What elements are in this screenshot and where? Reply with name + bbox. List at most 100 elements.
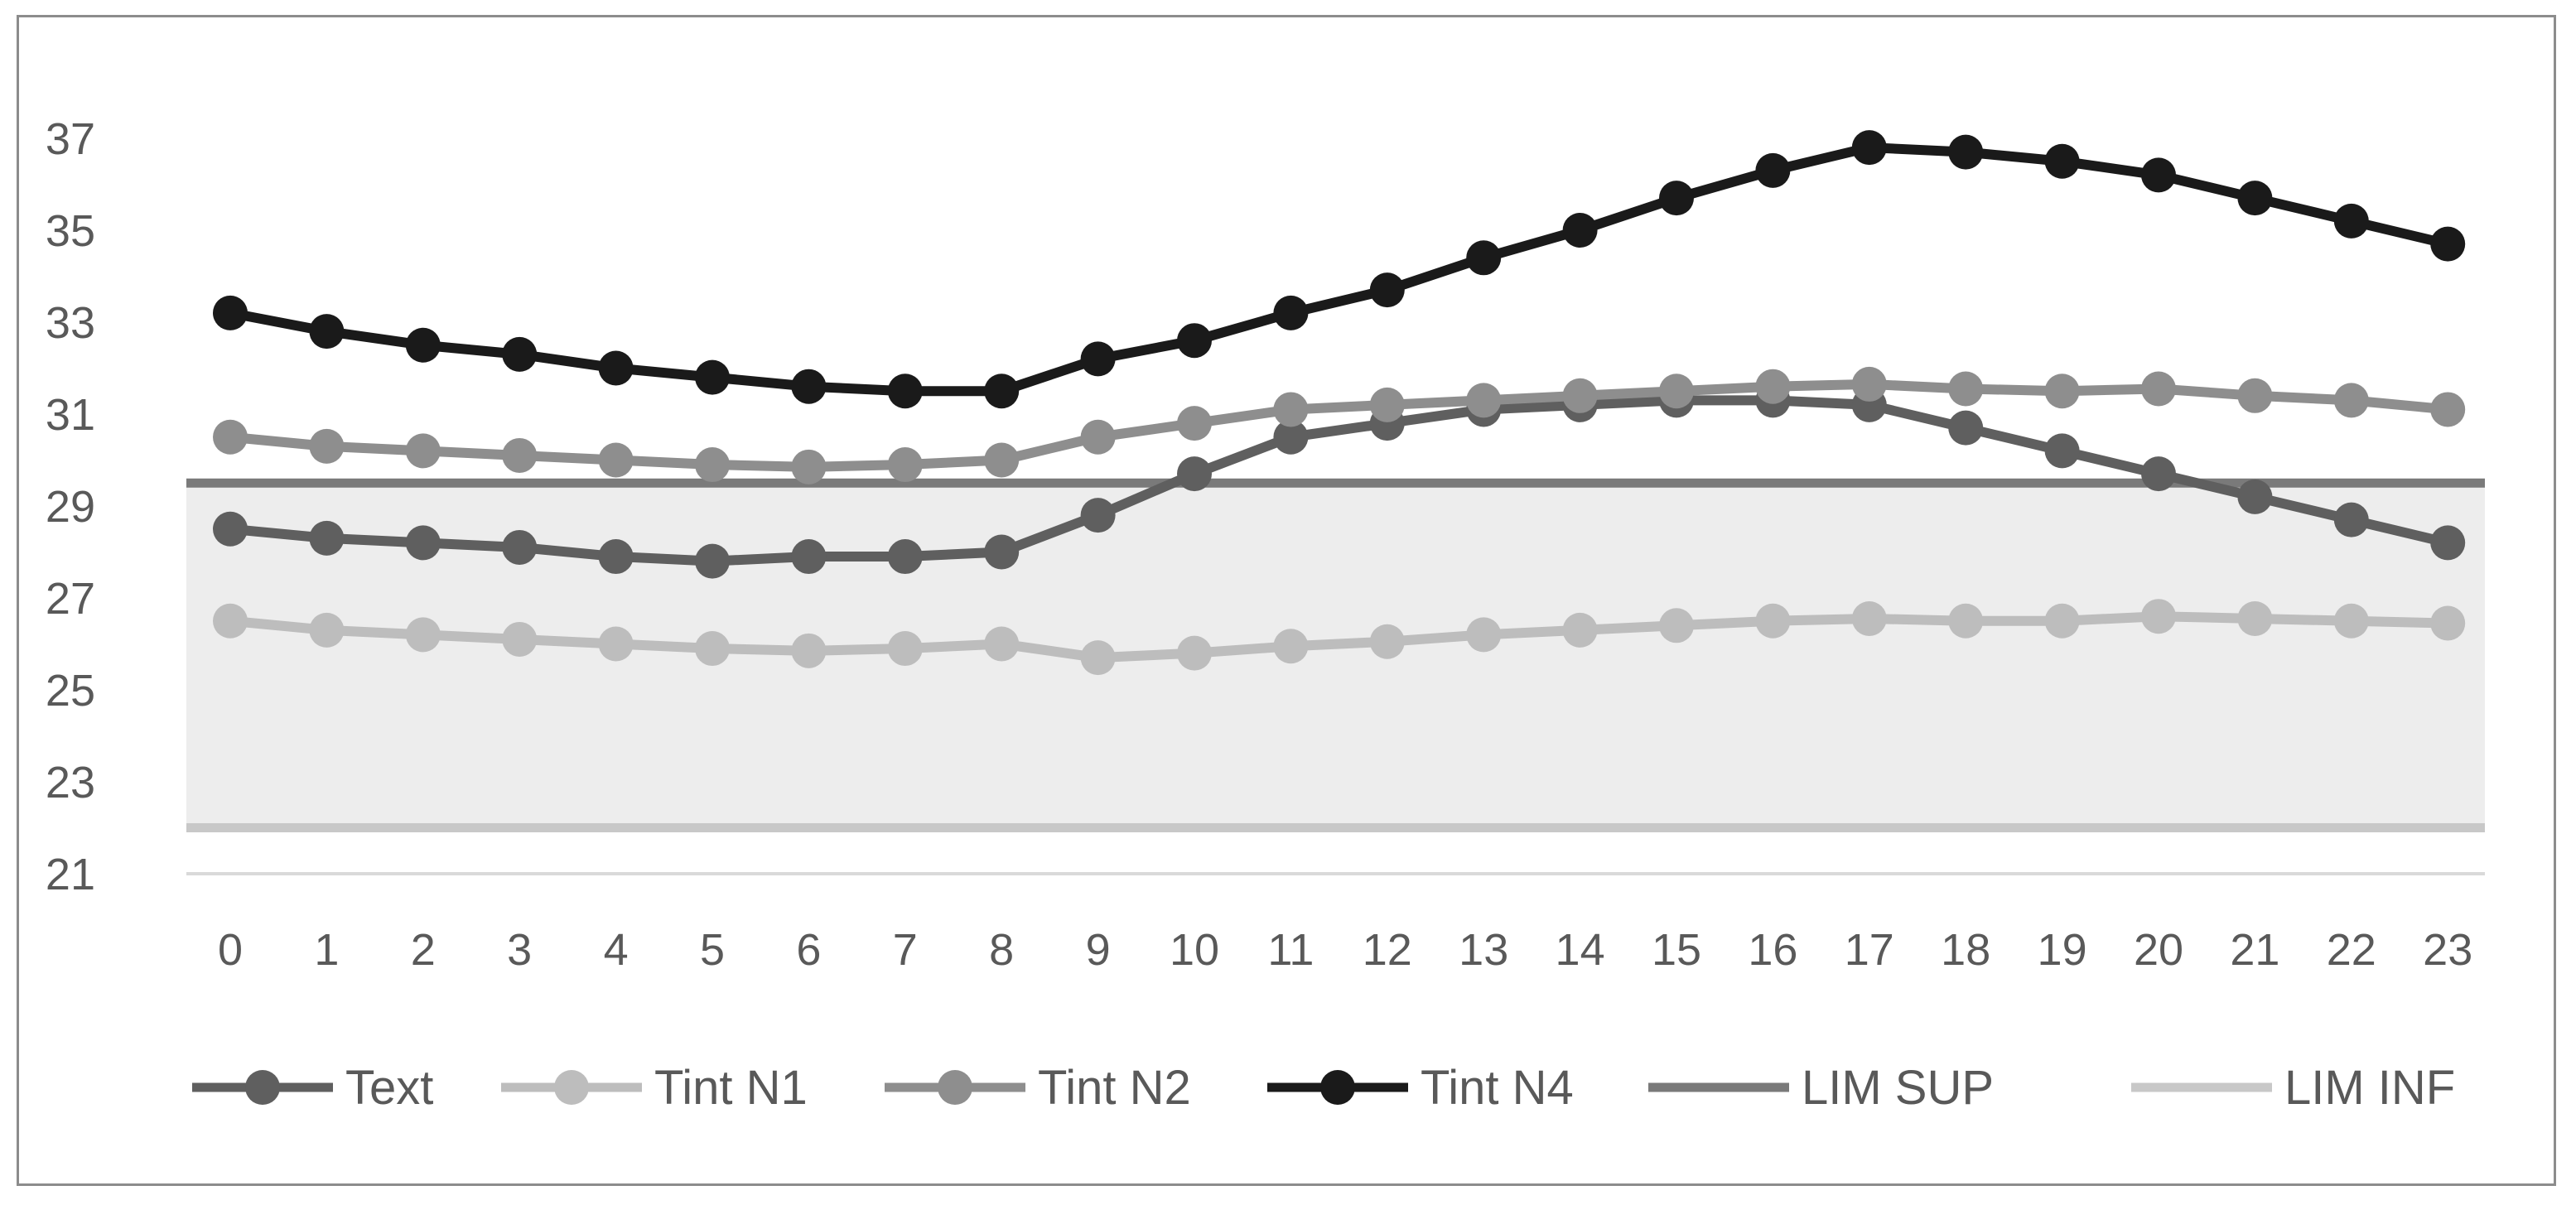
data-point-text	[2430, 525, 2466, 561]
series-tint-n2	[213, 366, 2466, 484]
y-tick-label: 27	[46, 574, 95, 624]
data-point-text	[984, 534, 1020, 570]
x-tick-label: 11	[1267, 925, 1314, 975]
data-point-tint-n4	[405, 327, 441, 363]
data-point-tint-n4	[1659, 181, 1694, 216]
data-point-tint-n2	[887, 447, 923, 483]
data-point-text	[2044, 433, 2080, 469]
legend-item-tint-n2: Tint N2	[885, 1061, 1191, 1115]
data-point-tint-n2	[2430, 392, 2466, 427]
data-point-tint-n1	[2430, 605, 2466, 641]
x-tick-label: 2	[411, 925, 436, 975]
y-axis-ticks: 21 23 25 27 29 31 33 35 37	[46, 114, 95, 899]
legend-swatch-marker	[554, 1070, 589, 1105]
data-point-tint-n2	[984, 442, 1020, 478]
data-point-text	[213, 511, 248, 547]
x-tick-label: 14	[1556, 925, 1605, 975]
data-point-tint-n4	[695, 359, 730, 395]
x-tick-label: 5	[700, 925, 725, 975]
x-axis-ticks: 0 1 2 3 4 5 6 7 8 9 10 11 12 13 14 15 16 17 18 19 20 21 22 23	[218, 925, 2472, 975]
data-point-text	[309, 520, 345, 556]
data-point-tint-n1	[1177, 635, 1212, 671]
data-point-text	[598, 539, 634, 575]
data-point-tint-n1	[598, 626, 634, 662]
legend-swatch-marker	[1320, 1070, 1355, 1105]
y-tick-label: 33	[46, 298, 95, 348]
data-point-text	[2237, 479, 2273, 514]
y-tick-label: 37	[46, 114, 95, 164]
x-tick-label: 12	[1363, 925, 1412, 975]
data-point-tint-n2	[695, 447, 730, 483]
legend-label: Tint N4	[1421, 1061, 1574, 1115]
legend-label: Tint N1	[654, 1061, 808, 1115]
data-point-text	[502, 529, 538, 565]
x-tick-label: 6	[796, 925, 821, 975]
data-point-tint-n4	[1851, 130, 1887, 166]
data-point-text	[1948, 410, 1984, 446]
data-point-tint-n1	[2141, 599, 2176, 634]
data-point-tint-n4	[2237, 181, 2273, 216]
data-point-tint-n1	[1755, 603, 1791, 639]
data-point-tint-n2	[405, 433, 441, 469]
data-point-tint-n1	[1369, 624, 1405, 659]
x-tick-label: 20	[2134, 925, 2183, 975]
data-point-tint-n4	[598, 350, 634, 386]
limit-lines	[186, 478, 2485, 832]
x-tick-label: 17	[1845, 925, 1894, 975]
x-tick-label: 0	[218, 925, 243, 975]
data-point-tint-n1	[405, 617, 441, 653]
x-tick-label: 3	[507, 925, 532, 975]
data-point-tint-n2	[2044, 374, 2080, 409]
legend: Text Tint N1 Tint N2 Tint N4 LIM SUP LIM INF	[192, 1061, 2455, 1115]
series-tint-n1	[213, 599, 2466, 676]
data-point-tint-n4	[1080, 341, 1116, 377]
comfort-band-area	[186, 483, 2485, 828]
y-tick-label: 25	[46, 666, 95, 716]
data-point-tint-n2	[1562, 378, 1598, 413]
legend-item-tint-n1: Tint N1	[501, 1061, 808, 1115]
y-tick-label: 23	[46, 758, 95, 807]
x-tick-label: 22	[2327, 925, 2376, 975]
data-point-tint-n1	[1080, 640, 1116, 676]
data-point-tint-n2	[2141, 371, 2176, 407]
legend-label: Text	[345, 1061, 433, 1115]
data-point-tint-n4	[1273, 295, 1309, 330]
data-point-tint-n1	[791, 633, 827, 668]
legend-label: LIM INF	[2284, 1061, 2455, 1115]
data-point-tint-n2	[1659, 374, 1694, 409]
data-point-text	[2333, 502, 2369, 537]
legend-item-tint-n4: Tint N4	[1267, 1061, 1574, 1115]
data-point-tint-n1	[1851, 600, 1887, 636]
data-point-tint-n2	[309, 428, 345, 464]
y-tick-label: 31	[46, 390, 95, 440]
data-point-tint-n2	[213, 419, 248, 455]
series-tint-n4	[213, 130, 2466, 409]
data-point-tint-n4	[502, 336, 538, 372]
data-point-tint-n1	[2044, 603, 2080, 639]
data-point-text	[695, 543, 730, 579]
legend-item-lim-sup: LIM SUP	[1648, 1061, 1994, 1115]
data-point-tint-n2	[2333, 383, 2369, 418]
legend-label: LIM SUP	[1802, 1061, 1994, 1115]
x-tick-label: 13	[1459, 925, 1508, 975]
data-point-tint-n4	[1562, 213, 1598, 248]
data-point-tint-n2	[1948, 371, 1984, 407]
data-point-tint-n2	[791, 449, 827, 484]
data-point-text	[1273, 419, 1309, 455]
series-line-tint-n4	[225, 142, 2453, 397]
data-point-tint-n2	[1851, 366, 1887, 402]
data-point-text	[887, 539, 923, 575]
x-tick-label: 15	[1652, 925, 1701, 975]
data-point-tint-n4	[2333, 203, 2369, 239]
data-point-tint-n1	[2237, 600, 2273, 636]
data-point-tint-n1	[1273, 629, 1309, 664]
x-tick-label: 8	[989, 925, 1014, 975]
legend-swatch-marker	[938, 1070, 972, 1105]
legend-item-text: Text	[192, 1061, 433, 1115]
x-tick-label: 16	[1748, 925, 1797, 975]
x-tick-label: 21	[2230, 925, 2279, 975]
data-point-tint-n1	[984, 626, 1020, 662]
x-tick-label: 9	[1086, 925, 1111, 975]
y-tick-label: 21	[46, 850, 95, 899]
